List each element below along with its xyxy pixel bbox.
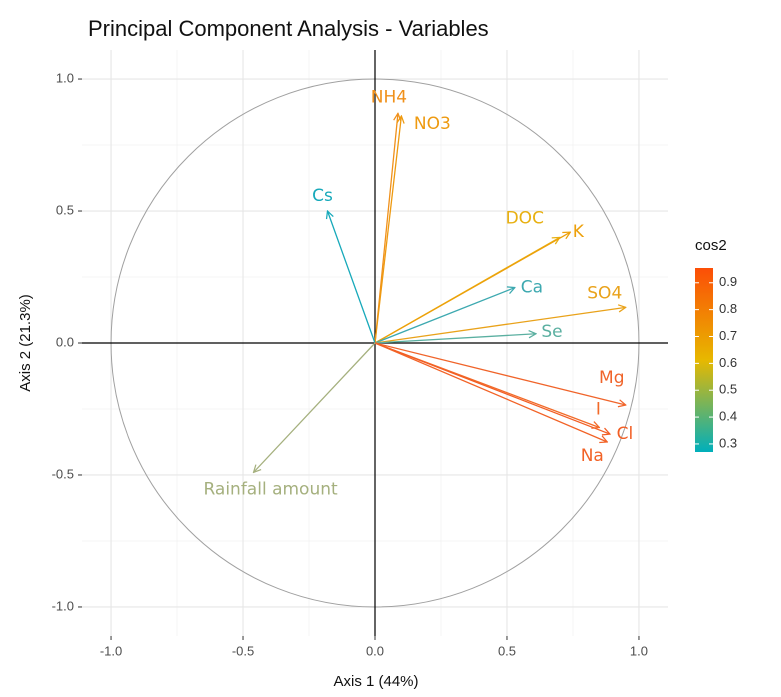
- variable-label: Cs: [312, 186, 333, 206]
- variable-label: NH4: [371, 87, 407, 107]
- y-tick-label: 0.0: [56, 334, 74, 349]
- variable-label: I: [596, 399, 601, 419]
- variable-arrow: [327, 211, 376, 344]
- variable-label: K: [573, 222, 585, 242]
- y-tick-label: 0.5: [56, 202, 74, 217]
- variable-arrow: [254, 342, 376, 472]
- variable-arrow: [374, 342, 607, 442]
- x-tick-label: -0.5: [232, 643, 254, 658]
- x-tick-label: 0.5: [498, 643, 516, 658]
- variable-label: DOC: [506, 208, 544, 228]
- x-tick-label: -1.0: [100, 643, 122, 658]
- variable-arrow: [374, 307, 626, 344]
- legend-tick-label: 0.3: [719, 435, 737, 450]
- y-tick-label: 1.0: [56, 70, 74, 85]
- variable-arrow: [374, 342, 610, 434]
- variable-arrow: [374, 334, 536, 344]
- legend-tick-label: 0.7: [719, 328, 737, 343]
- variable-arrow: [374, 232, 570, 344]
- x-axis-label: Axis 1 (44%): [333, 673, 418, 690]
- variable-label: Na: [581, 446, 604, 466]
- x-tick-label: 0.0: [366, 643, 384, 658]
- variable-label: NO3: [414, 114, 451, 134]
- variable-label: Ca: [521, 278, 543, 298]
- variable-label: Rainfall amount: [203, 479, 338, 499]
- legend-tick-label: 0.8: [719, 301, 737, 316]
- colorbar: [695, 268, 713, 452]
- legend-title: cos2: [695, 237, 727, 254]
- legend-tick-label: 0.6: [719, 355, 737, 370]
- y-tick-label: -0.5: [52, 466, 74, 481]
- legend-tick-label: 0.4: [719, 409, 737, 424]
- y-tick-label: -1.0: [52, 598, 74, 613]
- legend-tick-label: 0.5: [719, 382, 737, 397]
- variable-arrow: [374, 116, 401, 344]
- variable-label: Mg: [599, 368, 624, 388]
- x-tick-label: 1.0: [630, 643, 648, 658]
- variable-label: Se: [541, 322, 562, 342]
- legend-tick-label: 0.9: [719, 274, 737, 289]
- y-axis-label: Axis 2 (21.3%): [17, 294, 34, 392]
- variable-label: SO4: [587, 283, 622, 303]
- chart-title: Principal Component Analysis - Variables: [88, 16, 489, 41]
- variable-arrow: [374, 288, 515, 344]
- variable-arrow: [374, 342, 626, 405]
- variable-label: Cl: [617, 424, 634, 444]
